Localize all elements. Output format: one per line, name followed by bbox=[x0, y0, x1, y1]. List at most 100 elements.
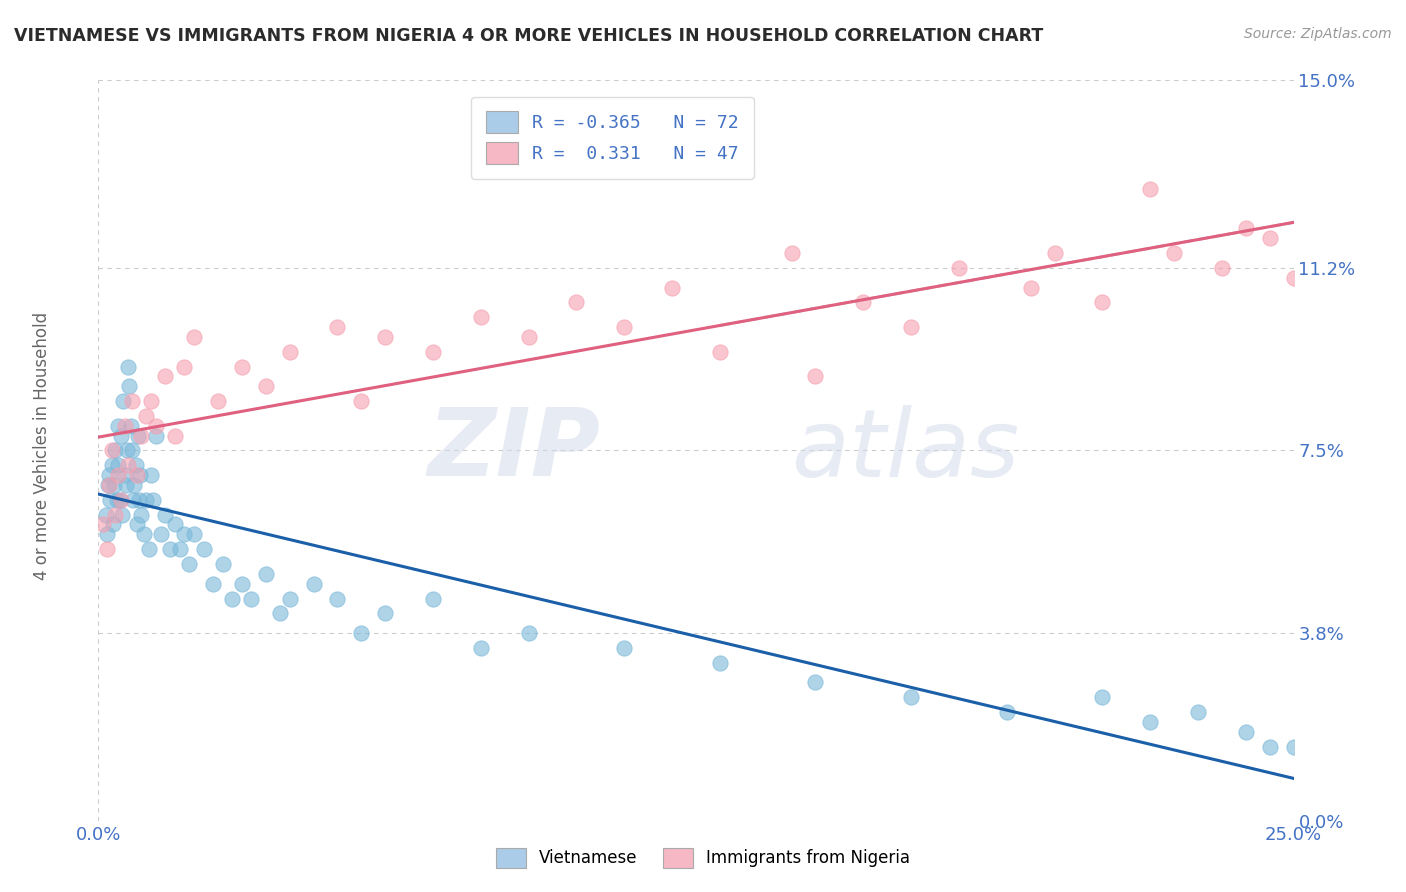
Point bbox=[142, 492, 165, 507]
Point bbox=[1282, 270, 1305, 285]
Point bbox=[1234, 221, 1257, 235]
Point bbox=[278, 344, 301, 359]
Point bbox=[101, 458, 124, 473]
Point bbox=[129, 468, 152, 483]
Point bbox=[202, 576, 225, 591]
Point bbox=[995, 705, 1018, 719]
Point bbox=[179, 557, 201, 571]
Point bbox=[145, 418, 167, 433]
Point bbox=[107, 418, 129, 433]
Point bbox=[94, 508, 117, 522]
Point bbox=[101, 517, 124, 532]
Point bbox=[1258, 231, 1281, 245]
Point bbox=[107, 458, 129, 473]
Point bbox=[135, 409, 157, 423]
Point bbox=[149, 527, 172, 541]
Point bbox=[231, 359, 253, 374]
Point bbox=[97, 478, 120, 492]
Point bbox=[117, 458, 139, 473]
Point bbox=[124, 478, 146, 492]
Point bbox=[900, 690, 922, 705]
Legend: R = -0.365   N = 72, R =  0.331   N = 47: R = -0.365 N = 72, R = 0.331 N = 47 bbox=[471, 96, 754, 178]
Point bbox=[613, 640, 636, 655]
Point bbox=[1019, 280, 1042, 294]
Point bbox=[900, 320, 922, 334]
Point bbox=[112, 394, 135, 409]
Point bbox=[110, 428, 132, 442]
Point bbox=[139, 468, 162, 483]
Point bbox=[163, 428, 186, 442]
Point bbox=[97, 478, 120, 492]
Point bbox=[1211, 260, 1233, 275]
Point bbox=[110, 492, 132, 507]
Point bbox=[128, 492, 150, 507]
Point bbox=[121, 492, 143, 507]
Point bbox=[125, 517, 148, 532]
Point bbox=[121, 443, 143, 458]
Point bbox=[91, 517, 114, 532]
Text: Source: ZipAtlas.com: Source: ZipAtlas.com bbox=[1244, 27, 1392, 41]
Point bbox=[105, 492, 128, 507]
Point bbox=[422, 591, 444, 606]
Point bbox=[1282, 739, 1305, 754]
Point bbox=[709, 344, 731, 359]
Point bbox=[709, 656, 731, 670]
Text: 4 or more Vehicles in Household: 4 or more Vehicles in Household bbox=[34, 312, 51, 580]
Point bbox=[193, 542, 215, 557]
Point bbox=[103, 478, 125, 492]
Point bbox=[120, 418, 142, 433]
Point bbox=[278, 591, 301, 606]
Point bbox=[159, 542, 181, 557]
Point bbox=[1258, 739, 1281, 754]
Point bbox=[131, 508, 153, 522]
Point bbox=[852, 295, 875, 310]
Point bbox=[302, 576, 325, 591]
Point bbox=[132, 527, 155, 541]
Point bbox=[97, 468, 120, 483]
Point bbox=[173, 359, 195, 374]
Point bbox=[138, 542, 160, 557]
Point bbox=[1234, 724, 1257, 739]
Point bbox=[254, 379, 277, 393]
Point bbox=[117, 359, 139, 374]
Point bbox=[131, 428, 153, 442]
Point bbox=[422, 344, 444, 359]
Point bbox=[1139, 714, 1161, 729]
Point bbox=[104, 443, 127, 458]
Point bbox=[135, 492, 157, 507]
Point bbox=[108, 492, 131, 507]
Point bbox=[101, 443, 124, 458]
Point bbox=[127, 428, 149, 442]
Point bbox=[231, 576, 253, 591]
Point bbox=[118, 379, 141, 393]
Point bbox=[125, 468, 148, 483]
Point bbox=[173, 527, 195, 541]
Point bbox=[114, 418, 136, 433]
Point bbox=[254, 566, 277, 581]
Point bbox=[1163, 246, 1185, 260]
Point bbox=[139, 394, 162, 409]
Point bbox=[211, 557, 233, 571]
Point bbox=[98, 492, 122, 507]
Point bbox=[269, 607, 291, 621]
Point bbox=[96, 542, 118, 557]
Point bbox=[121, 394, 143, 409]
Point bbox=[111, 508, 134, 522]
Point bbox=[183, 330, 205, 344]
Text: ZIP: ZIP bbox=[427, 404, 600, 497]
Point bbox=[115, 443, 138, 458]
Point bbox=[374, 330, 396, 344]
Point bbox=[804, 675, 827, 690]
Point bbox=[125, 458, 148, 473]
Point bbox=[155, 369, 177, 384]
Point bbox=[221, 591, 243, 606]
Point bbox=[326, 320, 349, 334]
Point bbox=[96, 527, 118, 541]
Point bbox=[470, 640, 492, 655]
Text: atlas: atlas bbox=[792, 405, 1019, 496]
Point bbox=[780, 246, 803, 260]
Point bbox=[169, 542, 191, 557]
Point bbox=[107, 468, 129, 483]
Point bbox=[207, 394, 229, 409]
Point bbox=[1043, 246, 1066, 260]
